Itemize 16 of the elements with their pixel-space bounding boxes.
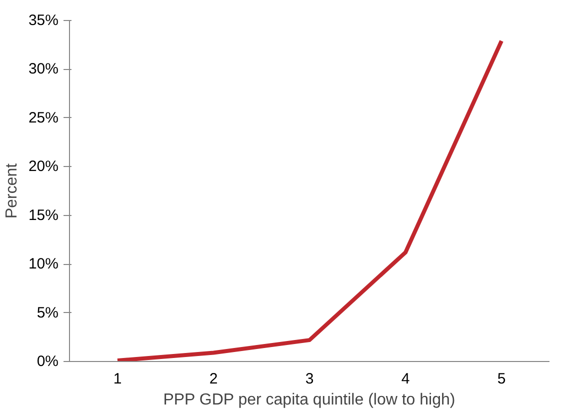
y-tick-label: 10% bbox=[28, 256, 59, 273]
x-tick-label: 4 bbox=[401, 370, 410, 388]
x-tick-label: 2 bbox=[209, 370, 218, 388]
x-axis-title: PPP GDP per capita quintile (low to high) bbox=[163, 392, 456, 408]
y-tick-label: 35% bbox=[28, 12, 59, 29]
y-tick-label: 30% bbox=[28, 60, 59, 78]
line-series bbox=[116, 38, 504, 362]
y-tick-label: 15% bbox=[28, 206, 59, 224]
x-tick-label: 3 bbox=[305, 370, 314, 388]
y-tick-label: 5% bbox=[36, 304, 59, 322]
y-tick-label: 25% bbox=[28, 109, 59, 126]
y-tick-label: 20% bbox=[28, 158, 59, 176]
y-tick-label: 0% bbox=[36, 353, 59, 370]
y-axis-title: Percent bbox=[3, 162, 20, 219]
x-tick-label: 1 bbox=[113, 370, 122, 388]
x-tick-label: 5 bbox=[497, 370, 506, 388]
